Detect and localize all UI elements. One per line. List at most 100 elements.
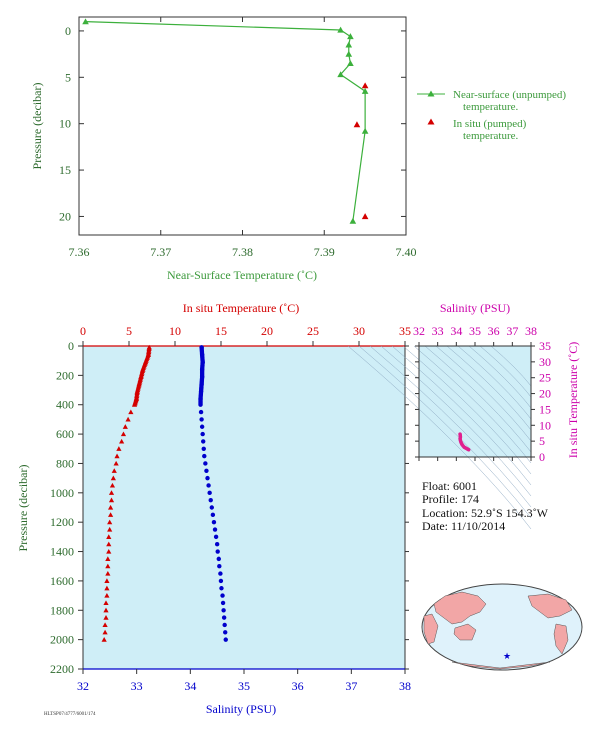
- ts-salinity-tick-label: 38: [525, 324, 537, 338]
- salinity-point: [220, 593, 225, 598]
- near-surface-marks: [82, 18, 369, 224]
- salinity-axis-ticks: 32 33 34 35 36 37 38: [77, 669, 411, 693]
- salinity-point: [223, 637, 228, 642]
- density-contour: [402, 345, 532, 475]
- temperature-point: [103, 607, 109, 613]
- density-contour: [413, 345, 532, 464]
- pressure-tick-label: 200: [56, 368, 74, 382]
- near-surface-x-ticks: 7.36 7.37 7.38 7.39 7.40: [69, 17, 417, 259]
- salinity-axis-label: Salinity (PSU): [206, 702, 276, 716]
- ts-temperature-tick-label: 20: [539, 387, 551, 401]
- date: Date: 11/10/2014: [422, 519, 505, 533]
- ts-salinity-tick-label: 33: [432, 324, 444, 338]
- temperature-point: [108, 497, 115, 503]
- salinity-point: [206, 483, 211, 488]
- footnote: HLTSP07/4777/6001/174: [44, 712, 96, 717]
- legend-marker-pumped: [427, 118, 435, 125]
- pressure-tick-label: 600: [56, 427, 74, 441]
- temperature-point: [138, 374, 144, 379]
- temperature-point: [105, 563, 111, 569]
- salinity-point: [198, 402, 203, 407]
- density-contour: [446, 345, 532, 431]
- temperature-point: [103, 600, 109, 606]
- location: Location: 52.9˚S 154.3˚W: [422, 506, 549, 520]
- y-tick-label: 0: [65, 24, 71, 38]
- float-info: Float: 6001 Profile: 174 Location: 52.9˚…: [422, 479, 549, 533]
- land-africa: [423, 613, 439, 645]
- salinity-point: [205, 475, 210, 481]
- map-land: [423, 591, 573, 670]
- y-tick-label: 5: [65, 70, 71, 84]
- near-surface-point: [345, 41, 353, 48]
- in-situ-point: [353, 121, 361, 128]
- temperature-tick-label: 15: [215, 324, 227, 338]
- near-surface-point: [337, 26, 344, 33]
- land-antarctica: [451, 661, 551, 670]
- temperature-axis-ticks: 0 5 10 15 20 25 30 35: [80, 324, 411, 346]
- temperature-point: [105, 556, 111, 561]
- density-contours: [347, 345, 532, 530]
- pressure-tick-label: 2200: [50, 662, 74, 676]
- salinity-point: [198, 409, 204, 415]
- salinity-tick-label: 36: [292, 679, 304, 693]
- ts-point: [467, 448, 471, 452]
- near-surface-point: [347, 60, 354, 67]
- legend-label-unpumped-1: Near-surface (unpumped): [453, 89, 566, 101]
- temperature-point: [128, 409, 134, 415]
- profile-panel: 0 5 10 15 20 25 30 35 32 33 34 35 36 37 38 0 200 400 600…: [16, 301, 411, 716]
- density-contour: [479, 345, 532, 398]
- salinity-point: [199, 381, 204, 387]
- world-map: ★: [421, 583, 583, 671]
- salinity-point: [200, 359, 205, 365]
- salinity-tick-label: 33: [131, 679, 143, 693]
- salinity-point: [204, 468, 209, 473]
- density-contour: [380, 345, 532, 497]
- ts-temperature-tick-label: 35: [539, 339, 551, 353]
- density-contour: [468, 345, 532, 409]
- temperature-point: [125, 416, 131, 422]
- density-contour: [435, 345, 532, 442]
- salinity-point: [199, 424, 205, 429]
- salinity-point: [217, 564, 222, 569]
- ts-salinity-tick-label: 35: [469, 324, 481, 338]
- y-tick-label: 10: [59, 117, 71, 131]
- temperature-point: [110, 475, 116, 481]
- salinity-point: [199, 367, 205, 372]
- float-id: Float: 6001: [422, 479, 477, 493]
- temperature-point: [107, 526, 113, 532]
- density-contour: [490, 345, 532, 387]
- salinity-point: [220, 600, 226, 606]
- salinity-point: [208, 497, 213, 503]
- ts-temperature-tick-label: 25: [539, 371, 551, 385]
- temperature-point: [140, 366, 146, 372]
- salinity-point: [200, 431, 205, 437]
- salinity-point: [201, 439, 206, 444]
- salinity-point: [201, 446, 206, 451]
- salinity-point: [199, 417, 204, 422]
- in-situ-point: [361, 213, 369, 220]
- salinity-point: [203, 461, 208, 466]
- temperature-point: [113, 460, 119, 466]
- salinity-point: [209, 505, 214, 510]
- ts-temperature-tick-label: 5: [539, 434, 545, 448]
- salinity-point: [211, 519, 217, 525]
- ts-temperature-tick-label: 30: [539, 355, 551, 369]
- salinity-point: [199, 345, 204, 350]
- temperature-point: [116, 446, 122, 451]
- temperature-tick-label: 0: [80, 324, 86, 338]
- density-contour: [457, 345, 532, 420]
- temperature-point: [104, 585, 110, 591]
- temperature-point: [108, 490, 115, 495]
- legend-label-pumped-1: In situ (pumped): [453, 118, 527, 130]
- near-surface-point: [337, 71, 344, 78]
- ts-marks: [458, 432, 471, 452]
- temperature-point: [120, 431, 127, 437]
- profile-plot-background: [83, 346, 405, 669]
- temperature-point: [105, 570, 111, 576]
- temperature-axis-label: In situ Temperature (˚C): [183, 301, 300, 315]
- ts-salinity-tick-label: 32: [413, 324, 425, 338]
- y-tick-label: 20: [59, 209, 71, 223]
- pressure-tick-label: 1400: [50, 545, 74, 559]
- x-tick-label: 7.39: [314, 245, 335, 259]
